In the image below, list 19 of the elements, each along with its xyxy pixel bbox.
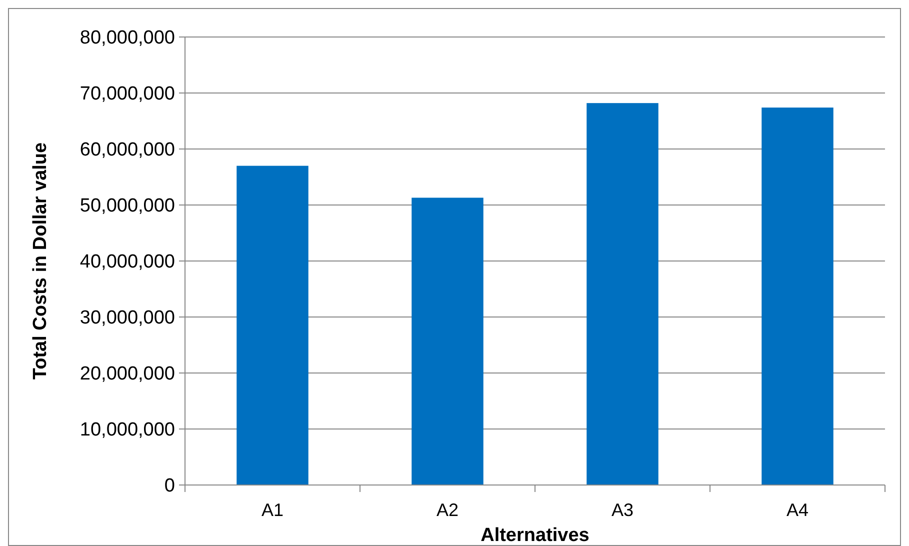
y-tick-label: 0	[164, 476, 175, 497]
bar	[236, 166, 308, 485]
bar	[762, 108, 834, 485]
y-tick-label: 10,000,000	[80, 420, 175, 441]
x-axis-title: Alternatives	[480, 525, 590, 546]
x-tick-label: A3	[611, 500, 634, 520]
y-tick-label: 80,000,000	[80, 28, 175, 49]
x-tick-label: A1	[261, 500, 284, 520]
y-tick-label: 70,000,000	[80, 84, 175, 105]
y-tick-label: 20,000,000	[80, 364, 175, 385]
x-tick-label: A2	[436, 500, 459, 520]
y-tick-label: 50,000,000	[80, 196, 175, 217]
bar	[412, 198, 484, 485]
y-tick-label: 40,000,000	[80, 252, 175, 273]
x-tick-label: A4	[786, 500, 809, 520]
y-axis-title: Total Costs in Dollar value	[30, 142, 51, 380]
bar	[586, 103, 658, 485]
y-tick-label: 30,000,000	[80, 308, 175, 329]
y-tick-label: 60,000,000	[80, 140, 175, 161]
